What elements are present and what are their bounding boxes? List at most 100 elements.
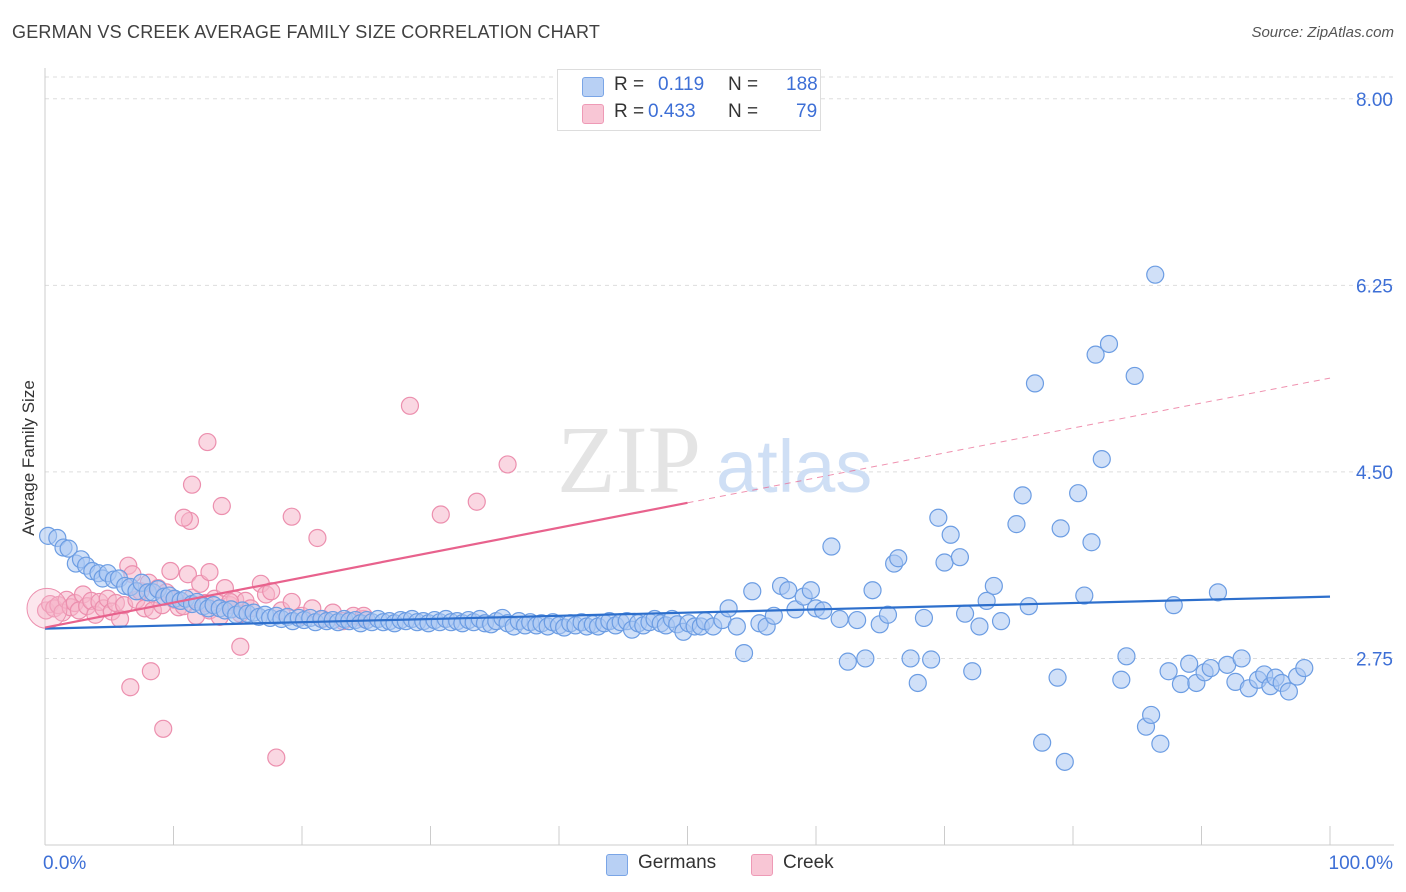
legend-r-value: 0.119 [658,74,705,95]
german-point [727,617,746,636]
creek-point [161,561,180,581]
watermark: ZIP atlas [557,406,872,513]
y-tick-label: 6.25 [1356,276,1393,297]
stats-legend: R = 0.119 N = 188 R = 0.433 N = 79 [557,69,821,131]
german-point [1019,597,1038,616]
german-point [830,609,849,629]
creek-point [154,719,173,738]
german-point [1051,519,1070,538]
tick-labels: 2.75 4.50 6.25 8.00 0.0% 100.0% [43,90,1393,874]
creek-trend-line [44,501,688,629]
german-point [822,537,841,556]
creek-point [467,492,486,511]
legend-swatch-creek [582,104,604,124]
german-point [1180,654,1199,673]
german-point [1146,265,1165,284]
trend-lines [44,377,1331,630]
bottom-swatch-germans [606,854,628,876]
german-point [856,649,875,668]
german-point [922,650,941,669]
creek-point [400,396,420,415]
y-tick-label: 8.00 [1356,90,1393,111]
creek-point [231,637,250,656]
creek-point [178,565,197,584]
german-point [1201,658,1220,678]
legend-r-label: R = [614,74,645,95]
german-point [1099,334,1119,354]
bottom-label-creek: Creek [783,852,834,873]
creek-point [431,505,450,524]
german-trend-line [44,595,1331,630]
source-label: Source: ZipAtlas.com [1251,24,1394,41]
creek-point [212,496,231,516]
german-point [991,612,1011,631]
german-point [801,581,820,600]
german-point [1013,486,1032,505]
german-point [1164,596,1183,615]
legend-n-value: 188 [786,74,818,95]
german-point [941,525,960,544]
german-point [963,662,982,681]
y-tick-label: 4.50 [1356,463,1393,484]
german-point [1069,484,1088,503]
german-point [1125,366,1144,386]
creek-point [198,432,217,452]
german-point [59,539,78,558]
creek-point [141,662,160,681]
german-point [1279,682,1298,701]
x-tick-label: 0.0% [43,853,86,874]
y-axis-label: Average Family Size [19,380,38,536]
german-point [935,553,954,572]
watermark-atlas: atlas [716,425,872,508]
german-point [1112,670,1131,689]
creek-point-large [26,587,68,629]
creek-point [121,678,140,697]
german-point [970,617,989,636]
german-point [914,608,934,628]
german-point [1082,533,1101,552]
legend-r-value: 0.433 [648,101,696,122]
german-point [1208,583,1228,602]
german-point [734,644,754,663]
german-point [901,649,920,668]
creek-point [308,528,327,548]
legend-r-label: R = [614,101,645,122]
german-point [1151,734,1170,753]
bottom-swatch-creek [751,854,773,876]
german-point [1171,674,1191,694]
german-point [1232,649,1251,668]
german-point [1007,515,1026,534]
german-point [719,599,738,618]
german-point [929,508,948,527]
gridlines [45,76,1394,659]
german-point [1092,449,1111,469]
legend-n-label: N = [728,74,759,95]
german-point [908,673,927,693]
y-tick-label: 2.75 [1356,649,1393,670]
creek-point [174,508,193,527]
bottom-label-germans: Germans [638,852,717,873]
creek-point [182,475,202,494]
creek-point [200,562,219,582]
legend-n-label: N = [728,101,759,122]
german-point [950,548,970,567]
german-point [1033,733,1052,752]
watermark-zip: ZIP [557,406,701,513]
german-point [1075,586,1094,605]
legend-swatch-germans [582,77,604,97]
german-point [1159,662,1178,681]
german-point [1117,647,1136,666]
german-point [1086,345,1105,364]
german-point [1142,705,1161,725]
german-point [779,581,798,600]
axes [44,68,1394,846]
german-point [863,581,882,600]
german-point [984,576,1003,596]
chart-title: GERMAN VS CREEK AVERAGE FAMILY SIZE CORR… [12,22,601,42]
german-point [878,605,898,624]
german-point [1048,668,1067,687]
german-point [1025,374,1045,393]
german-point [889,549,908,568]
german-point [955,604,975,623]
